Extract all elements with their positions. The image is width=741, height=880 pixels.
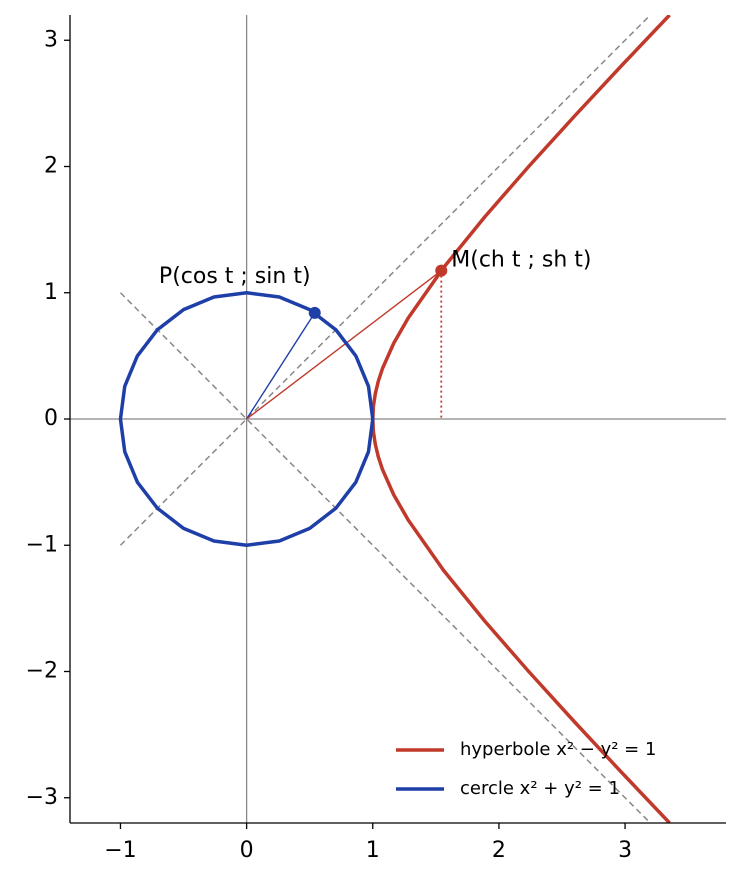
x-tick-label: 1 — [366, 838, 380, 863]
point — [435, 264, 448, 277]
radius-segment — [246, 270, 442, 420]
x-tick-label: 0 — [240, 838, 254, 863]
point-label: M(ch t ; sh t) — [451, 248, 591, 273]
plot-area — [70, 15, 726, 823]
legend-label: cercle x² + y² = 1 — [460, 778, 620, 799]
y-tick-label: −1 — [26, 532, 58, 557]
y-tick-label: 3 — [44, 27, 58, 52]
y-tick-label: 0 — [44, 406, 58, 431]
point — [308, 306, 321, 319]
x-tick-label: 2 — [492, 838, 506, 863]
y-tick-label: −3 — [26, 785, 58, 810]
radius-segment — [246, 312, 316, 420]
x-tick-label: −1 — [104, 838, 136, 863]
x-tick-label: 3 — [618, 838, 632, 863]
point-label: P(cos t ; sin t) — [159, 264, 311, 289]
y-tick-label: 2 — [44, 154, 58, 179]
y-tick-label: −2 — [26, 659, 58, 684]
y-tick-label: 1 — [44, 280, 58, 305]
asymptote — [119, 292, 651, 823]
asymptote — [119, 15, 651, 546]
legend-label: hyperbole x² − y² = 1 — [460, 739, 656, 760]
